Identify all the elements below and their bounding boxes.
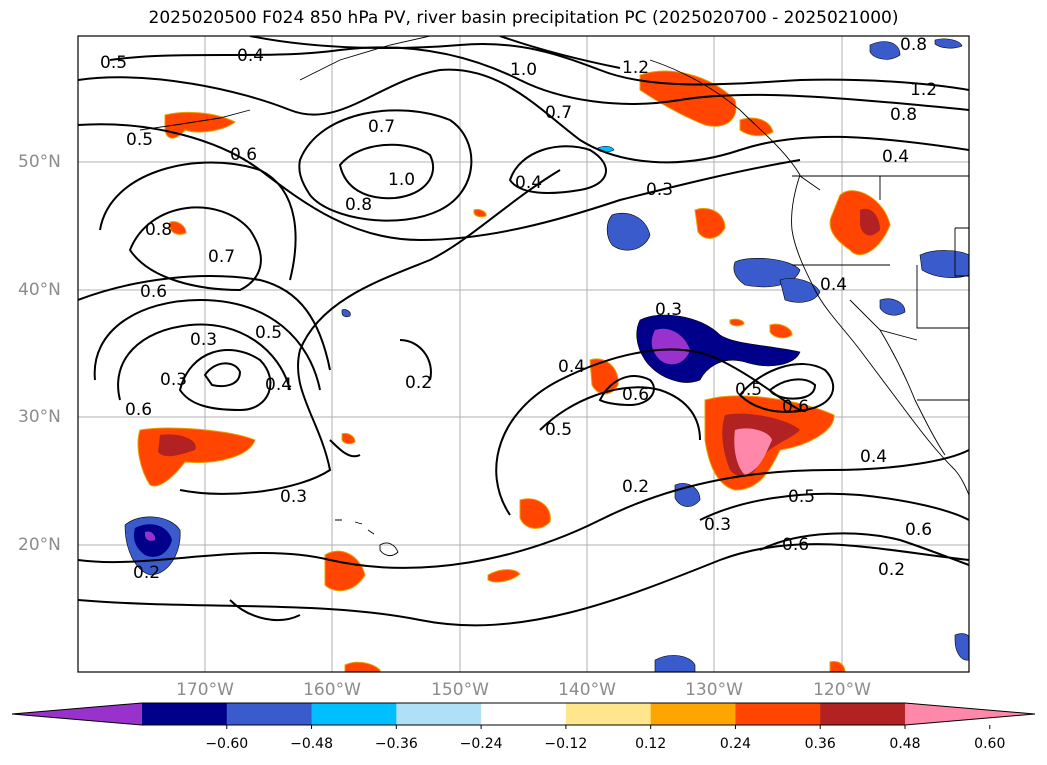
map-frame: [78, 36, 969, 672]
contour-label: 0.5: [735, 380, 762, 400]
colorbar-tick-label: 0.48: [889, 736, 921, 752]
contour-label: 0.8: [145, 220, 172, 240]
colorbar-segment: [565, 703, 652, 725]
contour-label: 0.8: [345, 195, 372, 215]
contour-label: 1.0: [388, 170, 415, 190]
contour-label: 0.4: [515, 173, 542, 193]
axes-border: [77, 35, 970, 673]
contour-label: 0.5: [126, 130, 153, 150]
colorbar-segment: [481, 703, 567, 725]
colorbar-tick-label: −0.48: [290, 736, 333, 752]
contour-label: 0.7: [208, 247, 235, 267]
lat-label: 50°N: [18, 152, 61, 172]
contour-label: 0.8: [900, 35, 927, 55]
contour-label: 0.5: [255, 323, 282, 343]
contour-label: 0.4: [237, 46, 264, 66]
colorbar-tick-label: 0.12: [635, 736, 667, 752]
contour-label: 0.5: [788, 487, 815, 507]
contour-label: 1.2: [622, 58, 649, 78]
contour-label: 0.6: [782, 535, 809, 555]
map-title: 2025020500 F024 850 hPa PV, river basin …: [148, 8, 899, 28]
lon-label: 150°W: [431, 680, 489, 700]
colorbar-segment: [650, 703, 736, 725]
colorbar-extend-max: [905, 703, 1035, 725]
colorbar-segment: [311, 703, 397, 725]
contour-label: 0.6: [622, 385, 649, 405]
pv-contours: [78, 36, 969, 627]
contour-label: 0.7: [368, 117, 395, 137]
contour-label: 0.6: [782, 397, 809, 417]
colorbar-tick-label: −0.36: [374, 736, 418, 752]
contour-label: 0.6: [140, 282, 167, 302]
contour-labels: 0.5 0.4 1.0 1.2 0.7 0.5 0.6 0.7 0.4 0.8 …: [100, 35, 937, 583]
lon-label: 160°W: [303, 680, 361, 700]
contour-label: 0.2: [133, 563, 160, 583]
contour-label: 0.6: [230, 145, 257, 165]
contour-label: 0.8: [890, 105, 917, 125]
contour-label: 0.3: [655, 300, 682, 320]
contour-label: 0.4: [820, 275, 847, 295]
contour-label: 0.4: [860, 447, 887, 467]
colorbar-tick-label: 0.60: [974, 736, 1006, 752]
lon-label: 120°W: [813, 680, 871, 700]
contour-label: 0.3: [280, 487, 307, 507]
contour-label: 0.4: [558, 357, 585, 377]
map-plot: 0.5 0.4 1.0 1.2 0.7 0.5 0.6 0.7 0.4 0.8 …: [77, 35, 970, 673]
contour-label: 0.2: [405, 373, 432, 393]
lat-label: 40°N: [18, 280, 61, 300]
contour-label: 0.3: [646, 180, 673, 200]
colorbar-segment: [820, 703, 906, 725]
contour-label: 0.3: [704, 515, 731, 535]
lon-label: 130°W: [685, 680, 743, 700]
colorbar-tick-label: −0.24: [459, 736, 503, 752]
colorbar-outline: [11, 702, 1036, 726]
contour-label: 0.6: [125, 400, 152, 420]
colorbar-tick-label: 0.24: [719, 736, 752, 752]
lat-label: 30°N: [18, 407, 61, 427]
colorbar-extend-min: [12, 703, 142, 725]
contour-label: 0.3: [190, 330, 217, 350]
contour-label: 0.2: [622, 477, 649, 497]
lon-label: 140°W: [558, 680, 616, 700]
colorbar-segment: [142, 703, 228, 725]
contour-label: 0.5: [545, 420, 572, 440]
colorbar-segment: [396, 703, 482, 725]
contour-label: 0.6: [905, 520, 932, 540]
contour-label: 0.7: [545, 103, 572, 123]
contour-label: 0.3: [160, 370, 187, 390]
contour-label: 0.2: [878, 560, 905, 580]
contour-label: 1.0: [510, 60, 537, 80]
colorbar-tick-label: −0.12: [544, 736, 588, 752]
lat-label: 20°N: [18, 535, 61, 555]
contour-label: 1.2: [910, 80, 937, 100]
lon-label: 170°W: [176, 680, 234, 700]
colorbar-segment: [226, 703, 313, 725]
contour-label: 0.5: [100, 53, 127, 73]
contour-label: 0.4: [265, 375, 292, 395]
colorbar-segment: [735, 703, 821, 725]
contour-label: 0.4: [882, 147, 909, 167]
colorbar-tick-label: 0.36: [804, 736, 836, 752]
colorbar-tick-label: −0.60: [205, 736, 249, 752]
coastlines: [139, 36, 969, 557]
